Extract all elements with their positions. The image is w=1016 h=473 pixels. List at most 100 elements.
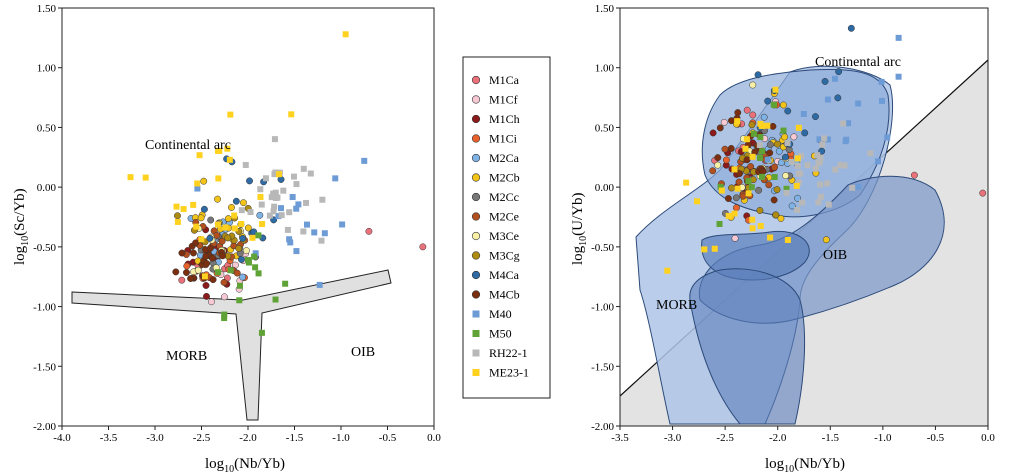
point-m4ca [812,113,819,121]
point-m3ce [714,161,722,169]
point-m1ci [722,156,730,164]
point-m50 [771,173,778,180]
right-field-morb: MORB [656,298,697,313]
point-m50 [252,264,259,271]
point-m50 [745,178,752,185]
point-rh22-1 [270,208,277,215]
point-m3cg [748,121,756,129]
point-m4cb [219,252,227,260]
point-rh22-1 [266,212,273,219]
point-rh22-1 [238,207,245,214]
legend-marker-me23-1 [472,369,480,376]
left-field-continental-arc: Continental arc [145,138,231,153]
x-tick-label: -1.0 [332,432,350,444]
point-m2ce [739,192,747,200]
point-me23-1 [758,122,765,129]
left-field-oib: OIB [351,345,375,360]
x-tick-label: -4.0 [53,432,71,444]
point-me23-1 [180,206,187,213]
point-m2ce [765,181,773,189]
legend-label-m4ca: M4Ca [489,268,520,282]
right-plot-frame [619,7,989,427]
point-rh22-1 [293,181,300,188]
y-tick-label: 0.50 [595,122,615,134]
point-m2ce [220,278,228,286]
legend-label-m2cc: M2Cc [489,190,519,204]
point-rh22-1 [258,201,265,208]
x-tick-label: 0.0 [427,432,441,444]
point-m3cg [235,244,243,252]
point-m40 [252,250,259,257]
point-m50 [251,253,258,260]
point-m4ca [834,94,842,102]
point-m1cf [790,133,798,141]
point-m40 [278,205,285,212]
point-m4ca [277,176,285,183]
point-m50 [750,130,757,137]
legend-label-m2cb: M2Cb [489,171,520,185]
legend-label-m1ca: M1Ca [489,73,520,87]
point-m40 [361,157,368,164]
point-m40 [339,221,346,228]
point-rh22-1 [832,166,839,173]
point-rh22-1 [824,180,831,187]
point-m2cb [780,101,787,109]
point-m40 [194,185,201,192]
point-me23-1 [683,179,690,186]
point-m3cg [772,211,780,219]
legend-marker-m2ca [471,153,481,163]
point-me23-1 [222,224,229,231]
point-m4cb [766,149,774,157]
left-field-morb: MORB [166,349,207,364]
point-rh22-1 [318,237,325,244]
point-me23-1 [249,234,256,241]
point-rh22-1 [278,212,285,219]
point-m1ca [178,276,186,284]
point-m1ca [365,227,373,235]
point-me23-1 [742,145,749,152]
legend-label-me23-1: ME23-1 [489,366,529,380]
point-m1ch [203,292,210,300]
point-m50 [258,329,265,336]
y-tick-label: -1.00 [591,302,614,314]
point-me23-1 [193,223,200,230]
point-me23-1 [794,155,801,162]
x-tick-label: -3.5 [100,432,118,444]
point-m50 [716,220,723,227]
point-m2ce [233,269,241,277]
point-m4ca [847,24,855,32]
point-rh22-1 [794,162,801,169]
y-tick-label: -1.50 [591,361,614,373]
x-tick-label: -3.5 [611,432,629,444]
x-tick-label: -2.0 [239,432,257,444]
point-m2cb [822,236,830,244]
point-me23-1 [224,145,231,152]
legend-marker-m2ce [471,212,481,221]
point-rh22-1 [307,170,314,177]
point-me23-1 [342,31,349,38]
point-m2ca [775,147,783,155]
point-m2cc [766,141,774,149]
point-m4cb [187,275,195,282]
point-m40 [286,236,293,243]
point-m3ce [782,172,790,180]
point-m50 [255,232,262,239]
point-m4cb [734,109,742,117]
point-m4ca [821,77,829,85]
point-rh22-1 [300,165,307,172]
point-m4cb [714,154,722,162]
point-m4ca [237,256,245,263]
point-m4cb [716,124,724,132]
right-field-oib: OIB [823,248,847,263]
y-tick-label: 0.50 [37,122,57,134]
point-m3cg [774,140,781,148]
point-rh22-1 [272,189,279,196]
point-me23-1 [749,153,756,160]
point-rh22-1 [867,150,874,157]
point-rh22-1 [794,207,801,214]
point-m4cb [727,145,735,152]
point-me23-1 [226,156,233,163]
point-me23-1 [731,210,738,217]
point-me23-1 [734,118,741,125]
point-me23-1 [718,187,725,194]
